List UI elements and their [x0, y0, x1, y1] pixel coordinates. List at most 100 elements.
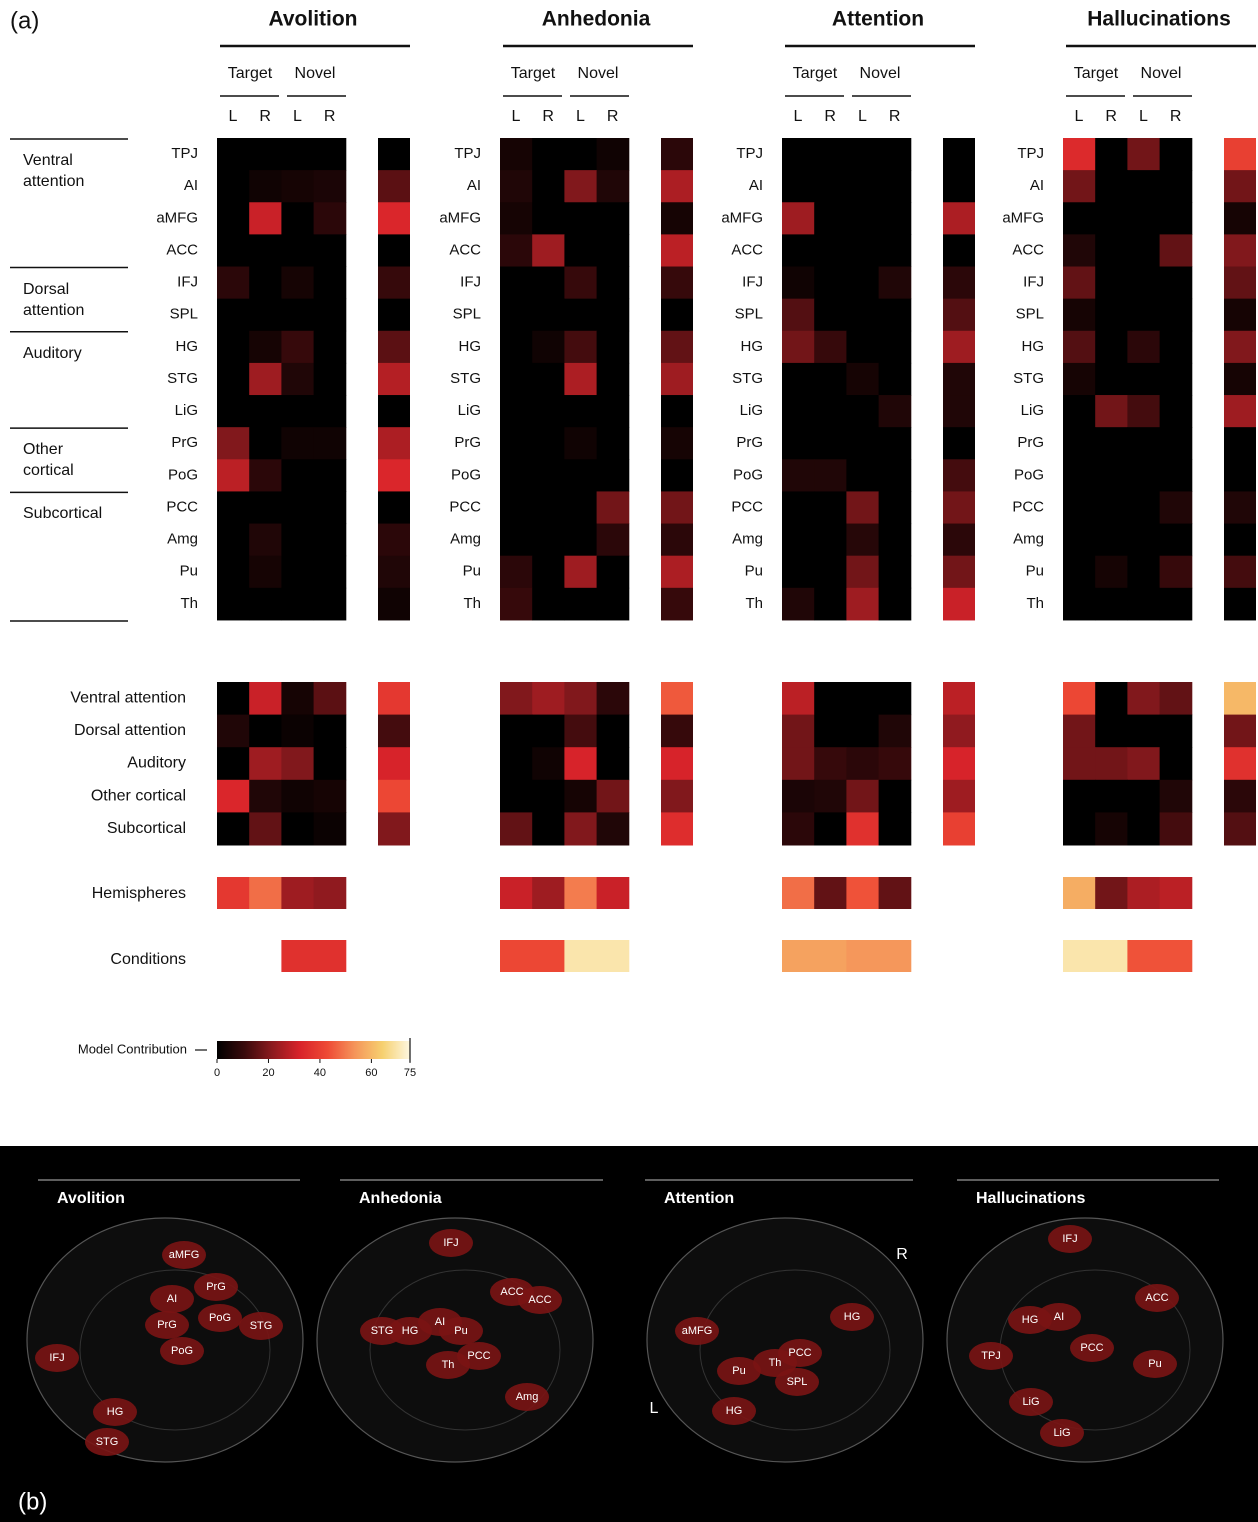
total-cell	[378, 682, 410, 716]
heat-cell	[782, 330, 815, 364]
heat-cell	[596, 587, 630, 621]
hemisphere-header: L	[512, 108, 521, 125]
total-cell	[378, 523, 410, 557]
heat-cell	[1127, 459, 1161, 492]
heat-cell	[1127, 523, 1161, 557]
heat-cell	[878, 362, 912, 396]
heat-cell	[1063, 555, 1096, 589]
total-cell	[1224, 555, 1256, 589]
heat-cell	[596, 714, 630, 748]
heat-cell	[1159, 523, 1193, 557]
brain-outline	[79, 1269, 271, 1431]
heat-cell	[1095, 587, 1128, 621]
heat-cell	[1063, 459, 1096, 492]
heat-cell	[846, 714, 880, 748]
heat-cell	[500, 266, 533, 300]
heat-cell	[532, 266, 565, 300]
region-label: TPJ	[454, 145, 481, 162]
heat-cell	[846, 138, 880, 171]
heat-cell	[782, 459, 815, 492]
region-label: IFJ	[177, 274, 198, 291]
heat-cell	[313, 555, 347, 589]
heat-cell	[217, 812, 250, 846]
total-cell	[378, 427, 410, 460]
heat-cell	[1127, 812, 1161, 846]
heat-cell	[564, 170, 598, 203]
total-cell	[378, 138, 410, 171]
heat-cell	[564, 298, 598, 332]
heat-cell	[878, 523, 912, 557]
heat-cell	[1127, 202, 1161, 235]
heat-cell	[814, 330, 847, 364]
heat-cell	[532, 523, 565, 557]
hemisphere-header: R	[1170, 108, 1182, 125]
heat-cell	[249, 555, 282, 589]
region-label-3d: ACC	[528, 1294, 551, 1306]
heat-cell	[532, 812, 565, 846]
total-cell	[378, 747, 410, 781]
heat-cell	[281, 747, 315, 781]
total-cell	[943, 491, 975, 525]
network-row-label: Ventral attention	[70, 690, 186, 707]
heat-cell	[217, 779, 250, 813]
heat-cell	[564, 234, 598, 268]
region-label-3d: PCC	[788, 1347, 811, 1359]
region-label-3d: LiG	[1022, 1396, 1039, 1408]
heat-cell	[500, 523, 533, 557]
heat-cell	[500, 202, 533, 235]
heat-cell	[782, 587, 815, 621]
heat-cell	[249, 266, 282, 300]
heat-cell	[814, 682, 847, 716]
heat-cell	[1063, 266, 1096, 300]
heat-cell	[1063, 940, 1128, 972]
hemisphere-header: L	[794, 108, 803, 125]
total-cell	[943, 395, 975, 428]
heat-cell	[814, 877, 847, 909]
heat-cell	[532, 427, 565, 460]
total-cell	[943, 555, 975, 589]
region-label: SPL	[453, 306, 481, 323]
hemisphere-header: R	[324, 108, 336, 125]
row-label: Hemispheres	[92, 885, 186, 902]
heat-cell	[878, 812, 912, 846]
heat-cell	[596, 330, 630, 364]
total-cell	[943, 587, 975, 621]
heat-cell	[1159, 812, 1193, 846]
region-blob	[85, 1428, 129, 1456]
heat-cell	[532, 779, 565, 813]
heat-cell	[1127, 877, 1161, 909]
total-cell	[1224, 330, 1256, 364]
total-cell	[378, 330, 410, 364]
region-label-3d: IFJ	[443, 1237, 458, 1249]
region-label-3d: ACC	[1145, 1292, 1168, 1304]
heat-cell	[596, 202, 630, 235]
heat-cell	[846, 202, 880, 235]
heat-cell	[782, 523, 815, 557]
heat-cell	[846, 812, 880, 846]
total-cell	[378, 812, 410, 846]
heat-cell	[1127, 427, 1161, 460]
heat-cell	[1159, 682, 1193, 716]
heat-cell	[1095, 459, 1128, 492]
brain-outline	[369, 1269, 561, 1431]
heat-cell	[532, 714, 565, 748]
row-label: Conditions	[110, 951, 186, 968]
region-label: PCC	[1012, 498, 1044, 515]
panel-label: (a)	[10, 7, 39, 34]
heat-cell	[846, 395, 880, 428]
region-label: PCC	[166, 498, 198, 515]
heat-cell	[1127, 330, 1161, 364]
heat-cell	[846, 555, 880, 589]
heat-cell	[846, 427, 880, 460]
heat-cell	[878, 555, 912, 589]
heat-cell	[596, 779, 630, 813]
region-label: LiG	[175, 402, 198, 419]
region-blob	[505, 1383, 549, 1411]
total-cell	[1224, 427, 1256, 460]
heat-cell	[1159, 395, 1193, 428]
heat-cell	[249, 587, 282, 621]
total-cell	[378, 459, 410, 492]
heat-cell	[1095, 491, 1128, 525]
heat-cell	[1159, 298, 1193, 332]
total-cell	[943, 523, 975, 557]
